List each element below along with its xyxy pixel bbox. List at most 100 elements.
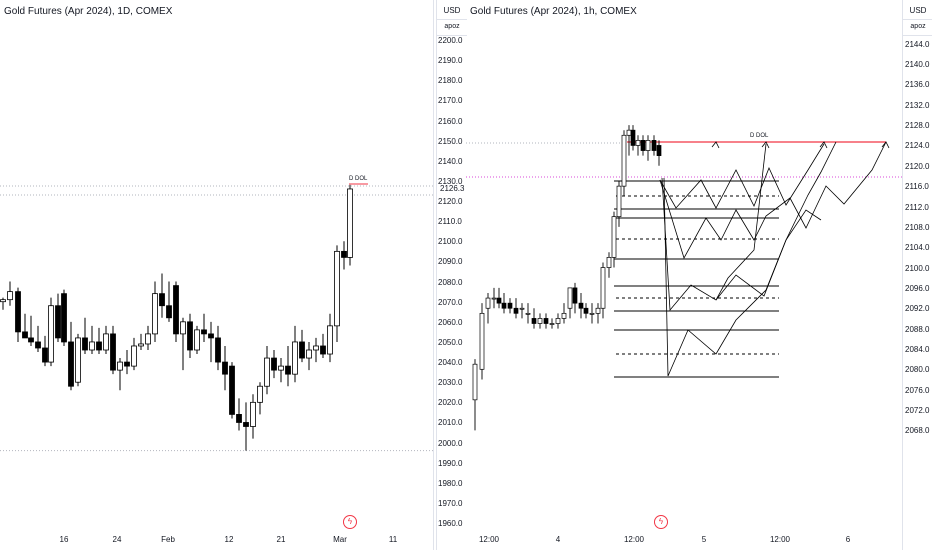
- candle-body: [341, 250, 347, 258]
- price-tick-label: 2180.0: [438, 76, 463, 86]
- price-tick-label: 2200.0: [438, 36, 463, 45]
- candle-body: [166, 305, 172, 319]
- hourly-candlestick-chart[interactable]: [466, 0, 902, 550]
- price-tick-label: 2080.0: [438, 277, 463, 287]
- candle-body: [635, 140, 641, 146]
- price-tick-label: 2096.0: [905, 283, 930, 293]
- price-tick-label: 2140.0: [905, 60, 930, 70]
- time-tick-label: 6: [845, 535, 851, 544]
- candle-body: [110, 333, 116, 371]
- price-tick-label: 2190.0: [438, 56, 463, 66]
- left-ddol-label: D DOL: [349, 176, 368, 182]
- time-tick-label: 12: [224, 535, 234, 544]
- price-tick-label: 2090.0: [438, 257, 463, 267]
- candle-body: [606, 257, 612, 268]
- price-tick-label: 2120.0: [905, 161, 930, 171]
- candle-body: [299, 341, 305, 359]
- price-tick-label: 2100.0: [438, 237, 463, 247]
- right-currency-label[interactable]: USD: [909, 6, 927, 15]
- price-tick-label: 2010.0: [438, 418, 463, 428]
- left-last-price-tag: 2126.3: [438, 184, 467, 194]
- right-axis-mode[interactable]: apoz: [910, 23, 926, 30]
- price-tick-label: 2160.0: [438, 116, 463, 126]
- time-tick-label: 12:00: [478, 535, 500, 544]
- left-axis-mode[interactable]: apoz: [444, 23, 460, 30]
- left-currency-label[interactable]: USD: [443, 6, 461, 15]
- candle-body: [621, 134, 627, 187]
- price-tick-label: 2104.0: [905, 243, 930, 253]
- candle-body: [82, 337, 88, 351]
- price-tick-label: 2068.0: [905, 426, 930, 436]
- price-tick-label: 2084.0: [905, 344, 930, 354]
- candle-body: [501, 302, 507, 309]
- candle-body: [138, 343, 144, 347]
- price-tick-label: 2000.0: [438, 438, 463, 448]
- candle-body: [327, 325, 333, 355]
- price-tick-label: 1970.0: [438, 498, 463, 508]
- candle-body: [491, 297, 497, 300]
- price-tick-label: 1990.0: [438, 458, 463, 468]
- candle-body: [525, 312, 531, 315]
- price-tick-label: 2120.0: [438, 197, 463, 207]
- candle-body: [626, 129, 632, 136]
- price-tick-label: 2070.0: [438, 297, 463, 307]
- time-tick-label: 21: [276, 535, 286, 544]
- flash-icon[interactable]: ϟ: [654, 515, 668, 529]
- arrow-icon: [711, 141, 720, 149]
- time-tick-label: Mar: [333, 535, 347, 544]
- projection-path: [663, 177, 822, 377]
- candle-body: [75, 337, 81, 383]
- flash-icon[interactable]: ϟ: [343, 515, 357, 529]
- daily-chart-title[interactable]: Gold Futures (Apr 2024), 1D, COMEX: [4, 6, 173, 17]
- candle-body: [519, 307, 525, 310]
- price-tick-label: 1960.0: [438, 519, 463, 529]
- price-tick-label: 2112.0: [905, 202, 929, 212]
- candle-body: [28, 337, 34, 343]
- candle-body: [7, 291, 13, 301]
- price-tick-label: 2132.0: [905, 100, 930, 110]
- candle-body: [537, 318, 543, 324]
- hourly-chart-pane[interactable]: Gold Futures (Apr 2024), 1h, COMEX D DOL…: [466, 0, 902, 550]
- daily-candlestick-chart[interactable]: [0, 0, 436, 550]
- price-tick-label: 2116.0: [905, 182, 929, 192]
- left-price-axis[interactable]: USD apoz 2200.0 2190.0 2180.0 2170.0 2160.0 2…: [436, 0, 467, 550]
- right-price-axis[interactable]: USD apoz 2144.0 2140.0 2136.0 2132.0 2128.0 2…: [902, 0, 932, 550]
- candle-body: [567, 287, 573, 309]
- projection-path: [659, 143, 825, 209]
- candle-body: [651, 140, 657, 151]
- price-tick-label: 2144.0: [905, 39, 930, 49]
- candle-body: [600, 267, 606, 309]
- candle-body: [496, 297, 502, 304]
- candle-body: [347, 188, 353, 258]
- candle-body: [595, 307, 601, 314]
- candle-body: [531, 318, 537, 324]
- time-tick-label: 5: [701, 535, 707, 544]
- price-tick-label: 2020.0: [438, 398, 463, 408]
- time-tick-label: 12:00: [623, 535, 645, 544]
- candle-body: [334, 250, 340, 327]
- hourly-chart-title[interactable]: Gold Futures (Apr 2024), 1h, COMEX: [470, 6, 637, 17]
- price-tick-label: 1980.0: [438, 478, 463, 488]
- candle-body: [243, 422, 249, 427]
- price-tick-label: 2150.0: [438, 136, 463, 146]
- price-tick-label: 2060.0: [438, 317, 463, 327]
- price-tick-label: 2130.0: [438, 176, 463, 186]
- candle-body: [583, 307, 589, 314]
- candle-body: [96, 341, 102, 351]
- arrow-icon: [819, 141, 828, 149]
- price-tick-label: 2050.0: [438, 337, 463, 347]
- arrow-icon: [761, 141, 770, 149]
- daily-chart-pane[interactable]: Gold Futures (Apr 2024), 1D, COMEX D DOL…: [0, 0, 436, 550]
- time-tick-label: 12:00: [769, 535, 791, 544]
- candle-body: [306, 349, 312, 359]
- candle-body: [561, 312, 567, 319]
- candle-body: [89, 341, 95, 351]
- price-tick-label: 2108.0: [905, 222, 930, 232]
- candle-body: [55, 305, 61, 339]
- candle-body: [159, 293, 165, 307]
- candle-body: [578, 302, 584, 309]
- candle-body: [187, 321, 193, 351]
- candle-body: [222, 361, 228, 375]
- candle-body: [616, 185, 622, 218]
- candle-body: [201, 329, 207, 335]
